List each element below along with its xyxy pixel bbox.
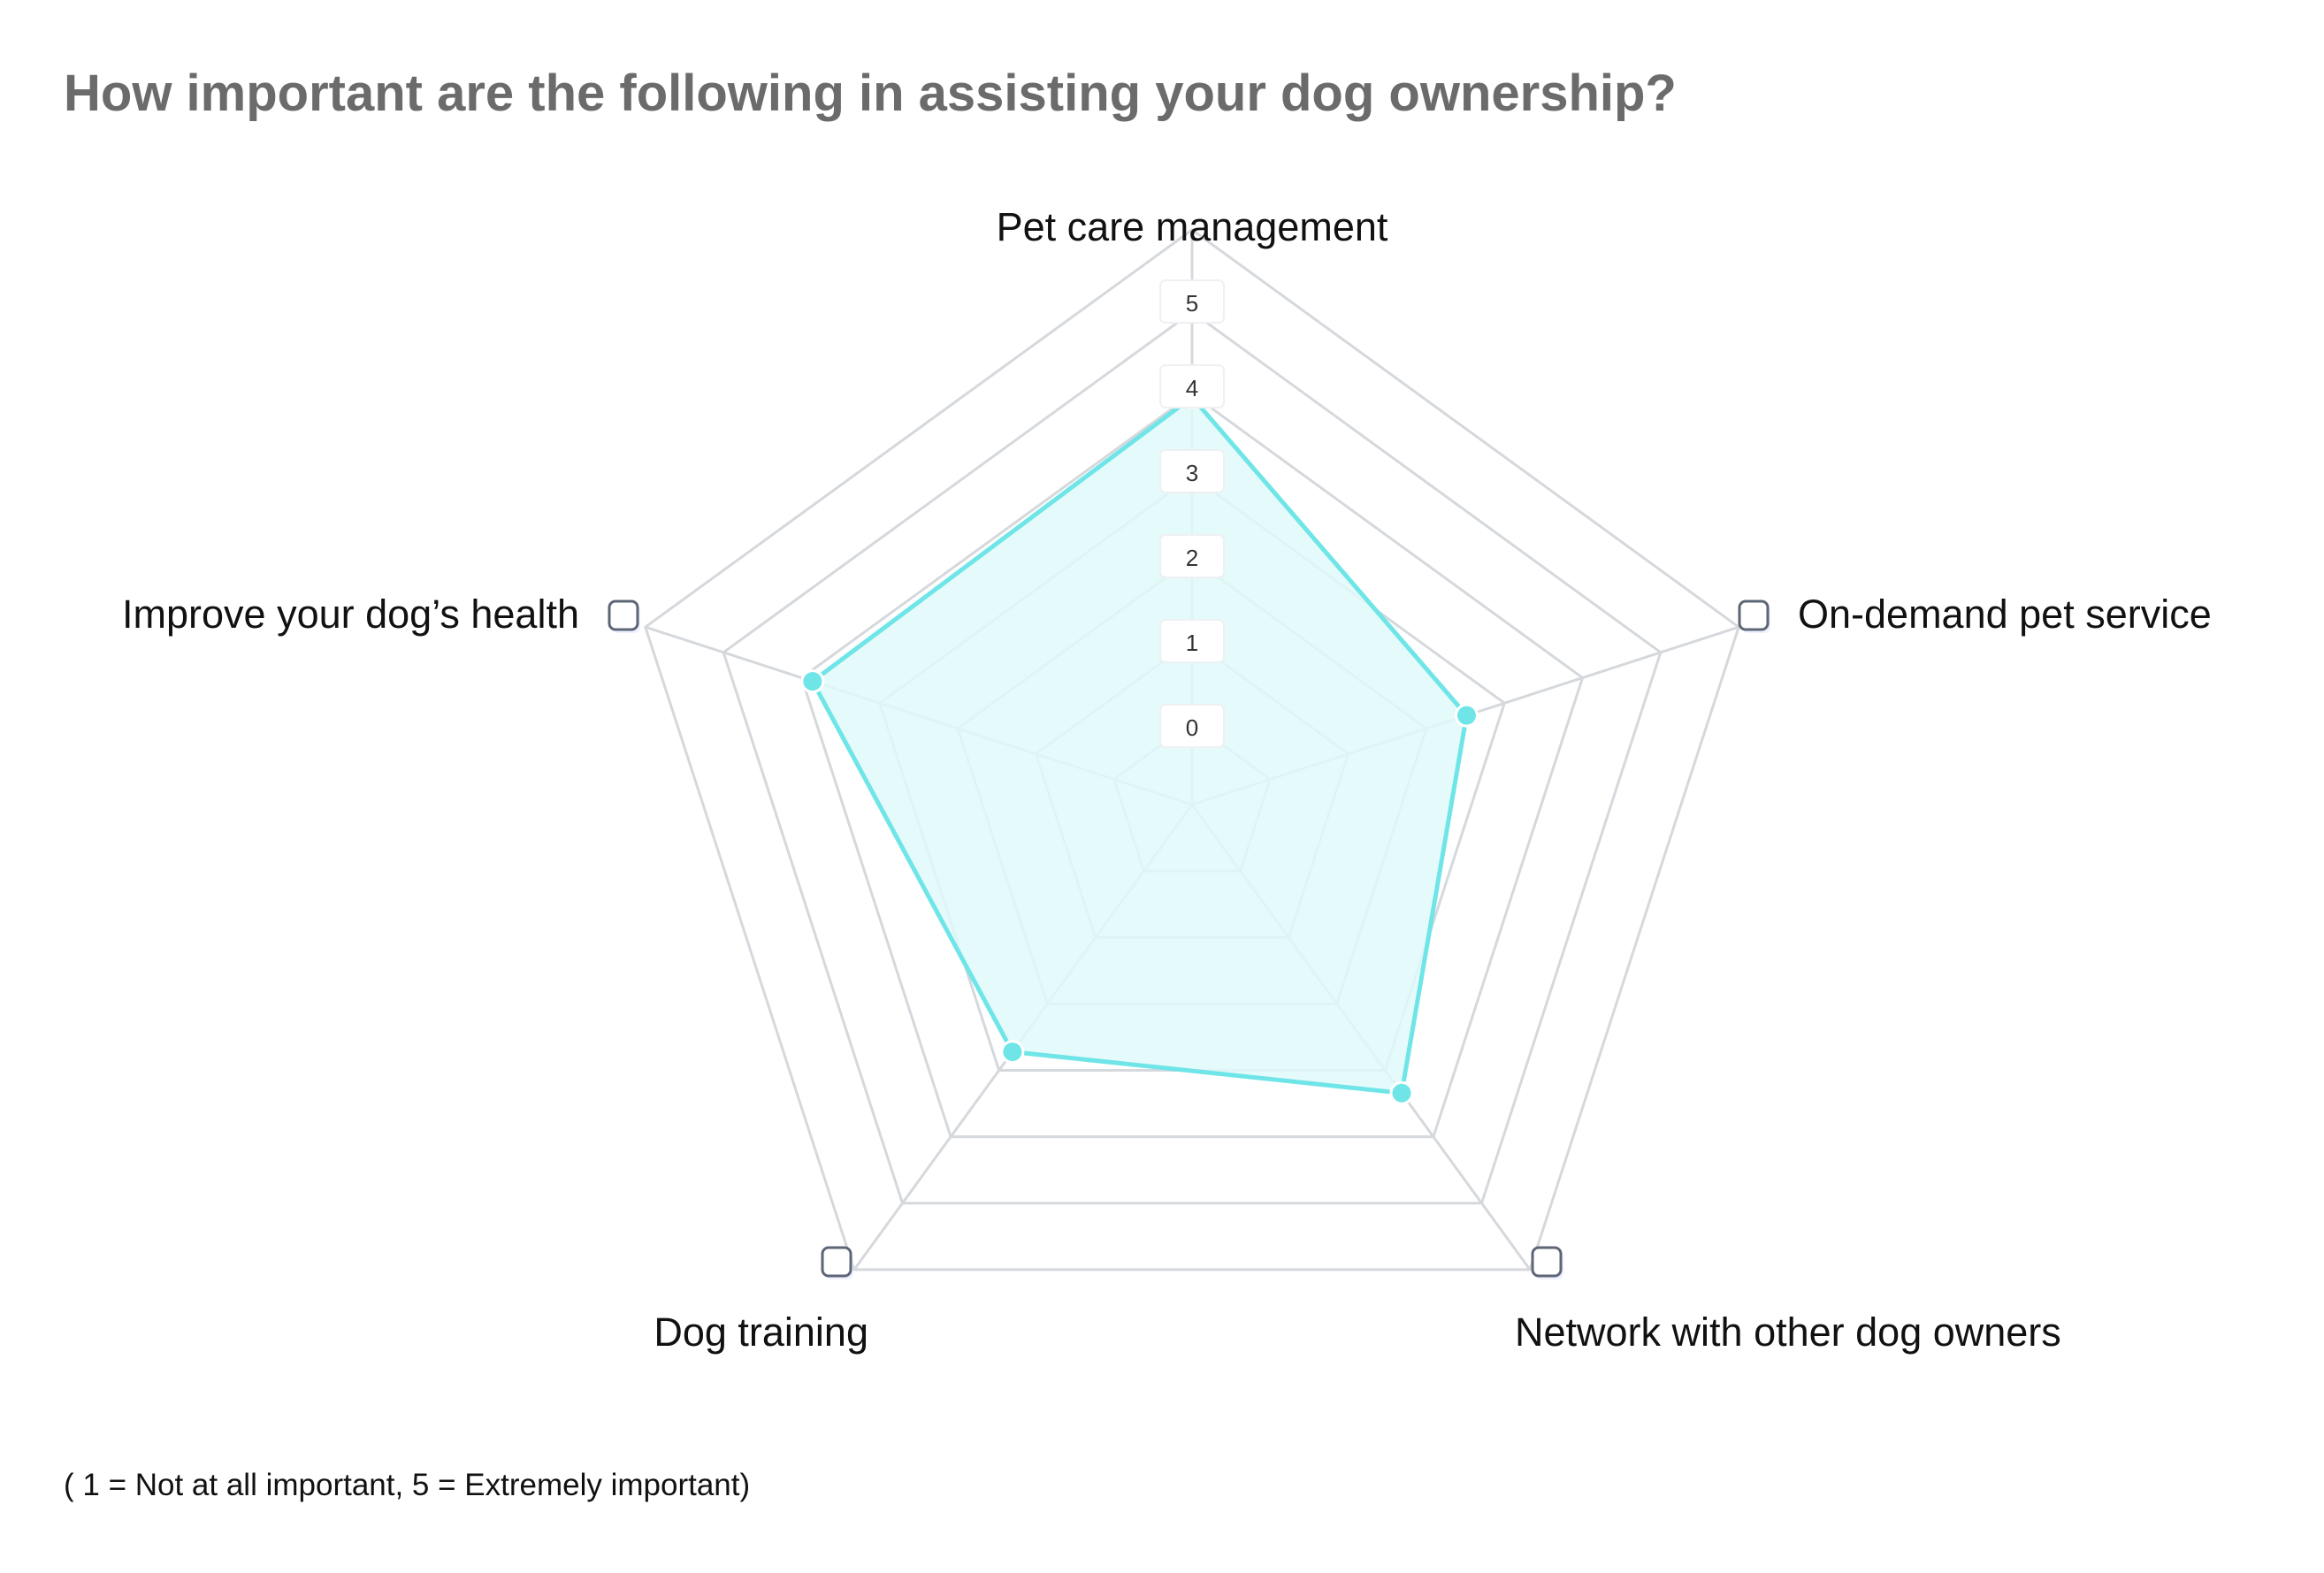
- grid-ring: [799, 392, 1585, 1139]
- axis-label-group-1: On-demand pet service: [1738, 592, 2212, 637]
- tick-text: 4: [1186, 375, 1198, 401]
- axis-label-1: On-demand pet service: [1798, 592, 2212, 637]
- grid-ring: [722, 310, 1663, 1205]
- chart-title: How important are the following in assis…: [64, 65, 1677, 122]
- tick-label-3: 3: [1159, 449, 1225, 493]
- checkbox-icon[interactable]: [821, 1246, 852, 1278]
- axis-label-group-2: Network with other dog owners: [1515, 1246, 2061, 1355]
- axis-label-3: Dog training: [654, 1310, 868, 1355]
- axis-label-2: Network with other dog owners: [1515, 1310, 2061, 1355]
- checkbox-icon[interactable]: [1738, 599, 1770, 631]
- tick-label-0: 0: [1159, 704, 1225, 748]
- axis-label-group-3: Dog training: [654, 1246, 868, 1355]
- tick-label-5: 5: [1159, 279, 1225, 324]
- tick-text: 5: [1186, 290, 1198, 317]
- tick-label-1: 1: [1159, 619, 1225, 663]
- tick-label-2: 2: [1159, 534, 1225, 578]
- tick-text: 0: [1186, 714, 1198, 741]
- checkbox-icon[interactable]: [1531, 1246, 1563, 1278]
- tick-box: [1159, 279, 1225, 324]
- series-area: [810, 394, 1469, 1096]
- grid-ring: [644, 228, 1740, 1271]
- scale-footnote: ( 1 = Not at all important, 5 = Extremel…: [64, 1468, 751, 1502]
- axis-label-4: Improve your dog’s health: [122, 592, 579, 637]
- tick-box: [1159, 704, 1225, 748]
- axis-label-group-4: Improve your dog’s health: [122, 592, 640, 637]
- tick-box: [1159, 364, 1225, 409]
- data-point-2[interactable]: [1389, 1080, 1414, 1105]
- tick-label-4: 4: [1159, 364, 1225, 409]
- data-point-4[interactable]: [800, 669, 825, 694]
- tick-text: 2: [1186, 545, 1198, 571]
- tick-text: 1: [1186, 630, 1198, 656]
- data-point-3[interactable]: [1000, 1040, 1025, 1065]
- tick-box: [1159, 619, 1225, 663]
- data-point-1[interactable]: [1454, 703, 1479, 728]
- axis-label-group-0: Pet care management: [997, 204, 1388, 249]
- tick-box: [1159, 534, 1225, 578]
- tick-box: [1159, 449, 1225, 493]
- axis-label-0: Pet care management: [997, 204, 1388, 249]
- checkbox-icon[interactable]: [608, 599, 639, 631]
- tick-text: 3: [1186, 460, 1198, 486]
